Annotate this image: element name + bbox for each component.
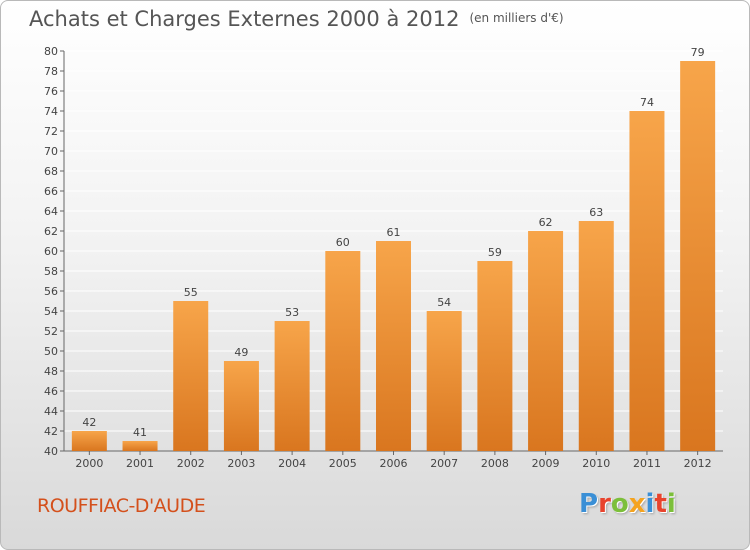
x-tick-label: 2002 [177, 457, 205, 470]
x-tick-label: 2003 [227, 457, 255, 470]
unit-label: (en milliers d'€) [469, 11, 564, 25]
x-tick-label: 2005 [329, 457, 357, 470]
value-label: 61 [387, 226, 401, 239]
bar [426, 311, 462, 451]
logo-letter: o [610, 489, 629, 519]
y-tick-label: 50 [44, 345, 58, 358]
bar [274, 321, 310, 451]
proxiti-logo[interactable]: Proxiti [579, 489, 676, 519]
y-tick-label: 40 [44, 445, 58, 458]
value-label: 74 [640, 96, 654, 109]
bar [578, 221, 614, 451]
bar [325, 251, 361, 451]
y-tick-label: 62 [44, 225, 58, 238]
logo-letter: x [628, 489, 646, 519]
logo-letter: t [654, 489, 667, 519]
x-tick-label: 2012 [684, 457, 712, 470]
x-tick-label: 2004 [278, 457, 306, 470]
bar [477, 261, 513, 451]
value-label: 55 [184, 286, 198, 299]
y-tick-label: 58 [44, 265, 58, 278]
y-tick-label: 54 [44, 305, 58, 318]
y-tick-label: 64 [44, 205, 58, 218]
y-tick-label: 42 [44, 425, 58, 438]
x-tick-label: 2001 [126, 457, 154, 470]
y-tick-label: 66 [44, 185, 58, 198]
logo-letter: i [645, 489, 655, 519]
bar [629, 111, 665, 451]
x-tick-label: 2006 [380, 457, 408, 470]
y-tick-label: 44 [44, 405, 58, 418]
logo-letter: i [666, 489, 676, 519]
value-label: 59 [488, 246, 502, 259]
value-label: 54 [437, 296, 451, 309]
chart-title: Achats et Charges Externes 2000 à 2012 (e… [29, 7, 564, 31]
title-text: Achats et Charges Externes 2000 à 2012 [29, 7, 460, 31]
bar [122, 441, 158, 451]
bar [173, 301, 209, 451]
y-tick-label: 78 [44, 65, 58, 78]
x-tick-label: 2010 [582, 457, 610, 470]
commune-name: ROUFFIAC-D'AUDE [37, 495, 206, 517]
logo-letter: r [598, 489, 611, 519]
value-label: 79 [691, 46, 705, 59]
value-label: 41 [133, 426, 147, 439]
bar [680, 61, 716, 451]
x-tick-label: 2007 [430, 457, 458, 470]
y-tick-label: 76 [44, 85, 58, 98]
value-label: 53 [285, 306, 299, 319]
y-tick-label: 60 [44, 245, 58, 258]
y-tick-label: 68 [44, 165, 58, 178]
y-tick-label: 70 [44, 145, 58, 158]
y-tick-label: 52 [44, 325, 58, 338]
value-label: 42 [82, 416, 96, 429]
bar [223, 361, 259, 451]
bar [71, 431, 107, 451]
value-label: 62 [539, 216, 553, 229]
value-label: 60 [336, 236, 350, 249]
y-tick-label: 46 [44, 385, 58, 398]
y-tick-label: 72 [44, 125, 58, 138]
value-label: 49 [234, 346, 248, 359]
y-tick-label: 80 [44, 45, 58, 58]
x-tick-label: 2000 [75, 457, 103, 470]
bar [376, 241, 411, 451]
x-tick-label: 2009 [532, 457, 560, 470]
x-tick-label: 2008 [481, 457, 509, 470]
logo-letter: P [579, 489, 599, 519]
y-tick-label: 74 [44, 105, 58, 118]
x-tick-label: 2011 [633, 457, 661, 470]
y-tick-label: 48 [44, 365, 58, 378]
value-label: 63 [589, 206, 603, 219]
bar [528, 231, 564, 451]
y-tick-label: 56 [44, 285, 58, 298]
